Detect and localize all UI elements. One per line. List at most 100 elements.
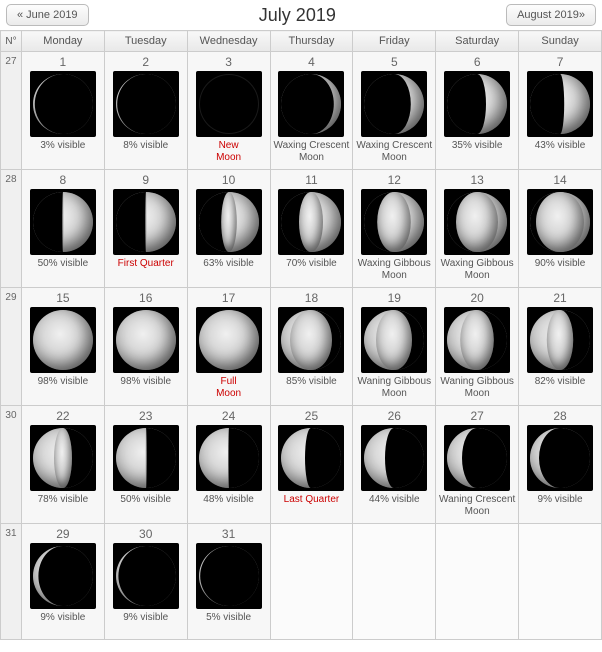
day-number: 2: [105, 52, 187, 71]
day-number: 18: [271, 288, 353, 307]
day-cell[interactable]: 2448% visible: [187, 406, 270, 524]
day-number: 1: [22, 52, 104, 71]
moon-phase-icon: [527, 71, 593, 137]
day-number: 8: [22, 170, 104, 189]
phase-caption: 43% visible: [519, 137, 601, 167]
week-number-header: N°: [1, 31, 22, 52]
weekday-header: Friday: [353, 31, 436, 52]
moon-phase-icon: [361, 307, 427, 373]
day-cell[interactable]: 1170% visible: [270, 170, 353, 288]
day-cell[interactable]: 1490% visible: [519, 170, 602, 288]
moon-phase-icon: [527, 189, 593, 255]
day-number: 13: [436, 170, 518, 189]
day-cell[interactable]: 743% visible: [519, 52, 602, 170]
empty-cell: [436, 524, 519, 640]
week-number: 31: [1, 524, 22, 640]
moon-phase-icon: [30, 425, 96, 491]
next-month-button[interactable]: August 2019»: [506, 4, 596, 26]
moon-phase-icon: [278, 425, 344, 491]
moon-phase-icon: [196, 189, 262, 255]
moon-phase-icon: [30, 189, 96, 255]
day-cell[interactable]: 9First Quarter: [104, 170, 187, 288]
day-cell[interactable]: 299% visible: [21, 524, 104, 640]
phase-caption: 50% visible: [22, 255, 104, 285]
prev-month-button[interactable]: « June 2019: [6, 4, 89, 26]
phase-caption: 5% visible: [188, 609, 270, 639]
day-cell[interactable]: 8 50% visible: [21, 170, 104, 288]
phase-caption: 63% visible: [188, 255, 270, 285]
day-number: 26: [353, 406, 435, 425]
day-cell[interactable]: 2 8% visible: [104, 52, 187, 170]
day-number: 22: [22, 406, 104, 425]
day-number: 19: [353, 288, 435, 307]
day-cell[interactable]: 16 98% visible: [104, 288, 187, 406]
moon-phase-icon: [196, 543, 262, 609]
moon-phase-icon: [196, 425, 262, 491]
moon-phase-icon: [113, 425, 179, 491]
day-number: 5: [353, 52, 435, 71]
moon-phase-icon: [278, 189, 344, 255]
phase-caption: Waning GibbousMoon: [353, 373, 435, 405]
weekday-header: Wednesday: [187, 31, 270, 52]
day-cell[interactable]: 289% visible: [519, 406, 602, 524]
day-cell[interactable]: 23 50% visible: [104, 406, 187, 524]
day-number: 30: [105, 524, 187, 543]
day-cell[interactable]: 3 NewMoon: [187, 52, 270, 170]
phase-caption: Waxing GibbousMoon: [436, 255, 518, 287]
day-cell[interactable]: 1885% visible: [270, 288, 353, 406]
empty-cell: [353, 524, 436, 640]
phase-caption: 35% visible: [436, 137, 518, 167]
phase-caption: 98% visible: [22, 373, 104, 403]
day-number: 27: [436, 406, 518, 425]
phase-caption: 90% visible: [519, 255, 601, 285]
moon-phase-icon: [444, 189, 510, 255]
phase-caption: Waxing CrescentMoon: [353, 137, 435, 169]
phase-caption: 8% visible: [105, 137, 187, 167]
day-cell[interactable]: 12Waxing GibbousMoon: [353, 170, 436, 288]
phase-caption: 48% visible: [188, 491, 270, 521]
phase-caption: 50% visible: [105, 491, 187, 521]
day-cell[interactable]: 19 Waning GibbousMoon: [353, 288, 436, 406]
day-cell[interactable]: 4 Waxing CrescentMoon: [270, 52, 353, 170]
day-number: 23: [105, 406, 187, 425]
day-cell[interactable]: 13 Waxing GibbousMoon: [436, 170, 519, 288]
moon-phase-icon: [278, 307, 344, 373]
day-number: 15: [22, 288, 104, 307]
day-cell[interactable]: 30 9% visible: [104, 524, 187, 640]
moon-phase-icon: [113, 307, 179, 373]
moon-phase-icon: [30, 307, 96, 373]
day-cell[interactable]: 20Waning GibbousMoon: [436, 288, 519, 406]
moon-phase-icon: [444, 71, 510, 137]
day-number: 25: [271, 406, 353, 425]
day-cell[interactable]: 17FullMoon: [187, 288, 270, 406]
day-cell[interactable]: 26 44% visible: [353, 406, 436, 524]
day-number: 16: [105, 288, 187, 307]
day-cell[interactable]: 635% visible: [436, 52, 519, 170]
day-number: 4: [271, 52, 353, 71]
moon-phase-icon: [527, 425, 593, 491]
moon-phase-icon: [113, 71, 179, 137]
weekday-header: Thursday: [270, 31, 353, 52]
day-cell[interactable]: 31 5% visible: [187, 524, 270, 640]
day-number: 31: [188, 524, 270, 543]
phase-caption: 98% visible: [105, 373, 187, 403]
moon-phase-icon: [196, 71, 262, 137]
moon-phase-icon: [361, 189, 427, 255]
phase-caption: Waxing CrescentMoon: [271, 137, 353, 169]
day-cell[interactable]: 2278% visible: [21, 406, 104, 524]
day-cell[interactable]: 5 Waxing CrescentMoon: [353, 52, 436, 170]
phase-caption: 9% visible: [105, 609, 187, 639]
phase-caption: Waning CrescentMoon: [436, 491, 518, 523]
day-cell[interactable]: 13% visible: [21, 52, 104, 170]
day-cell[interactable]: 2182% visible: [519, 288, 602, 406]
day-cell[interactable]: 27 Waning CrescentMoon: [436, 406, 519, 524]
day-number: 10: [188, 170, 270, 189]
day-cell[interactable]: 15 98% visible: [21, 288, 104, 406]
day-cell[interactable]: 10 63% visible: [187, 170, 270, 288]
phase-caption: 9% visible: [519, 491, 601, 521]
day-number: 3: [188, 52, 270, 71]
day-cell[interactable]: 25Last Quarter: [270, 406, 353, 524]
phase-caption: 44% visible: [353, 491, 435, 521]
moon-phase-icon: [113, 543, 179, 609]
phase-caption: NewMoon: [188, 137, 270, 169]
